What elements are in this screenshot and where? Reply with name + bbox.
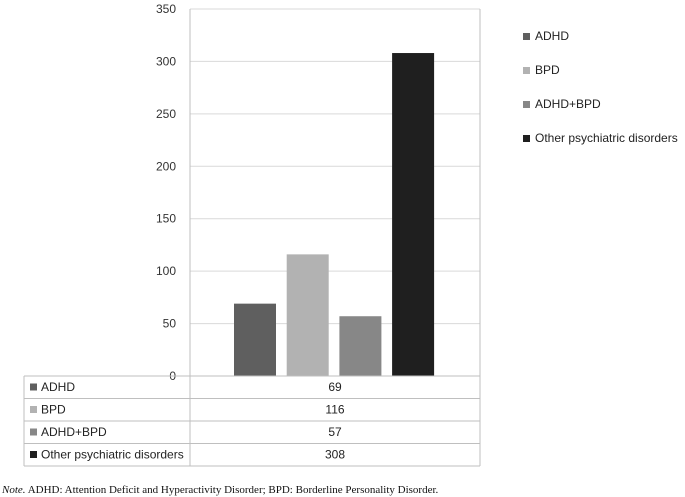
legend-swatch-adhd: [523, 33, 530, 40]
y-tick-label-250: 250: [156, 107, 176, 121]
table-label-adhd: ADHD: [41, 380, 75, 394]
table-label-other-psychiatric-disorders: Other psychiatric disorders: [41, 448, 184, 462]
legend-label-bpd: BPD: [535, 63, 560, 77]
y-tick-label-150: 150: [156, 212, 176, 226]
legend-swatch-bpd: [523, 67, 530, 74]
legend-label-other-psychiatric-disorders: Other psychiatric disorders: [535, 131, 678, 145]
table-swatch-other-psychiatric-disorders: [30, 451, 37, 458]
legend-label-adhd-bpd: ADHD+BPD: [535, 97, 601, 111]
table-label-adhd-bpd: ADHD+BPD: [41, 425, 107, 439]
y-tick-label-100: 100: [156, 264, 176, 278]
y-tick-label-50: 50: [163, 317, 177, 331]
note-label: Note.: [2, 484, 26, 496]
legend-label-adhd: ADHD: [535, 29, 569, 43]
table-value-adhd-bpd: 57: [328, 425, 342, 439]
table-label-bpd: BPD: [41, 403, 66, 417]
table-swatch-bpd: [30, 406, 37, 413]
note-text: ADHD: Attention Deficit and Hyperactivit…: [27, 484, 439, 496]
figure-note: Note. ADHD: Attention Deficit and Hypera…: [2, 484, 438, 496]
y-tick-label-200: 200: [156, 159, 176, 173]
legend-swatch-other-psychiatric-disorders: [523, 135, 530, 142]
bar-bpd: [286, 254, 329, 376]
table-value-adhd: 69: [328, 380, 342, 394]
table-value-bpd: 116: [325, 403, 344, 417]
table-swatch-adhd-bpd: [30, 428, 37, 436]
table-swatch-adhd: [30, 383, 37, 391]
bar-adhd: [234, 303, 276, 376]
bar-adhd-bpd: [339, 316, 382, 376]
y-tick-label-350: 350: [156, 2, 176, 16]
legend-swatch-adhd-bpd: [523, 101, 530, 108]
bar-other-psychiatric-disorders: [392, 53, 435, 376]
table-value-other-psychiatric-disorders: 308: [325, 448, 345, 462]
y-tick-label-300: 300: [156, 54, 176, 68]
